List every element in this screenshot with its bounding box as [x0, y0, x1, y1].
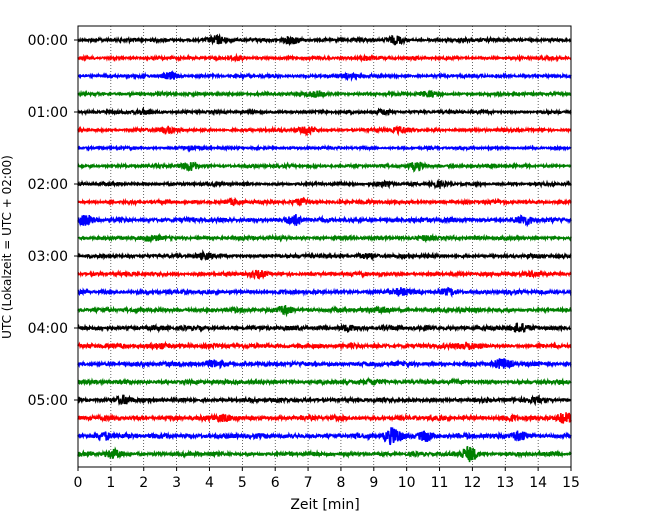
y-tick-label: 02:00: [28, 177, 68, 193]
trace-0215: [77, 196, 572, 207]
trace-0015: [77, 52, 572, 63]
trace-0300: [77, 248, 572, 262]
trace-0245: [77, 232, 572, 244]
x-tick-label: 14: [529, 475, 547, 491]
plot-frame: [77, 25, 572, 468]
x-tick-label: 2: [139, 475, 148, 491]
x-tick-label: 8: [336, 475, 345, 491]
trace-0315: [77, 269, 572, 281]
y-axis-label: UTC (Lokalzeit = UTC + 02:00): [0, 155, 14, 339]
x-axis-ticks: 0 1 2 3 4 5 6 7 8 9 10 11 12 13 14 15: [74, 467, 580, 491]
x-tick-label: 10: [398, 475, 416, 491]
trace-0400: [77, 322, 572, 334]
trace-0530: [77, 427, 572, 446]
trace-0030: [77, 70, 572, 83]
trace-0100: [77, 106, 572, 117]
x-tick-label: 4: [205, 475, 214, 491]
y-tick-label: 01:00: [28, 105, 68, 121]
x-tick-label: 6: [271, 475, 280, 491]
trace-0430: [77, 358, 572, 370]
trace-0000: [77, 33, 572, 47]
y-tick-label: 03:00: [28, 249, 68, 265]
trace-0545: [77, 445, 572, 463]
x-tick-label: 7: [304, 475, 313, 491]
trace-0445: [77, 376, 572, 387]
y-tick-label: 04:00: [28, 321, 68, 337]
y-tick-label: 00:00: [28, 33, 68, 49]
x-tick-label: 11: [431, 475, 449, 491]
x-tick-label: 13: [496, 475, 514, 491]
trace-0045: [77, 89, 572, 99]
x-tick-label: 1: [106, 475, 115, 491]
x-tick-label: 9: [369, 475, 378, 491]
y-tick-label: 05:00: [28, 393, 68, 409]
trace-0500: [77, 394, 572, 407]
trace-0415: [77, 340, 572, 352]
x-tick-label: 12: [463, 475, 481, 491]
trace-0515: [77, 412, 572, 424]
trace-0230: [77, 213, 572, 228]
trace-0345: [77, 304, 572, 318]
trace-0200: [77, 178, 572, 190]
trace-0330: [77, 286, 572, 299]
x-tick-label: 0: [74, 475, 83, 491]
y-axis-ticks: 00:00 01:00 02:00 03:00 04:00 05:00: [28, 33, 78, 409]
x-tick-label: 3: [172, 475, 181, 491]
trace-0115: [77, 124, 572, 137]
seismic-traces: [77, 33, 572, 463]
trace-0130: [77, 143, 572, 153]
x-tick-label: 5: [238, 475, 247, 491]
x-axis-label: Zeit [min]: [290, 497, 359, 513]
x-tick-label: 15: [562, 475, 580, 491]
trace-0145: [77, 161, 572, 173]
